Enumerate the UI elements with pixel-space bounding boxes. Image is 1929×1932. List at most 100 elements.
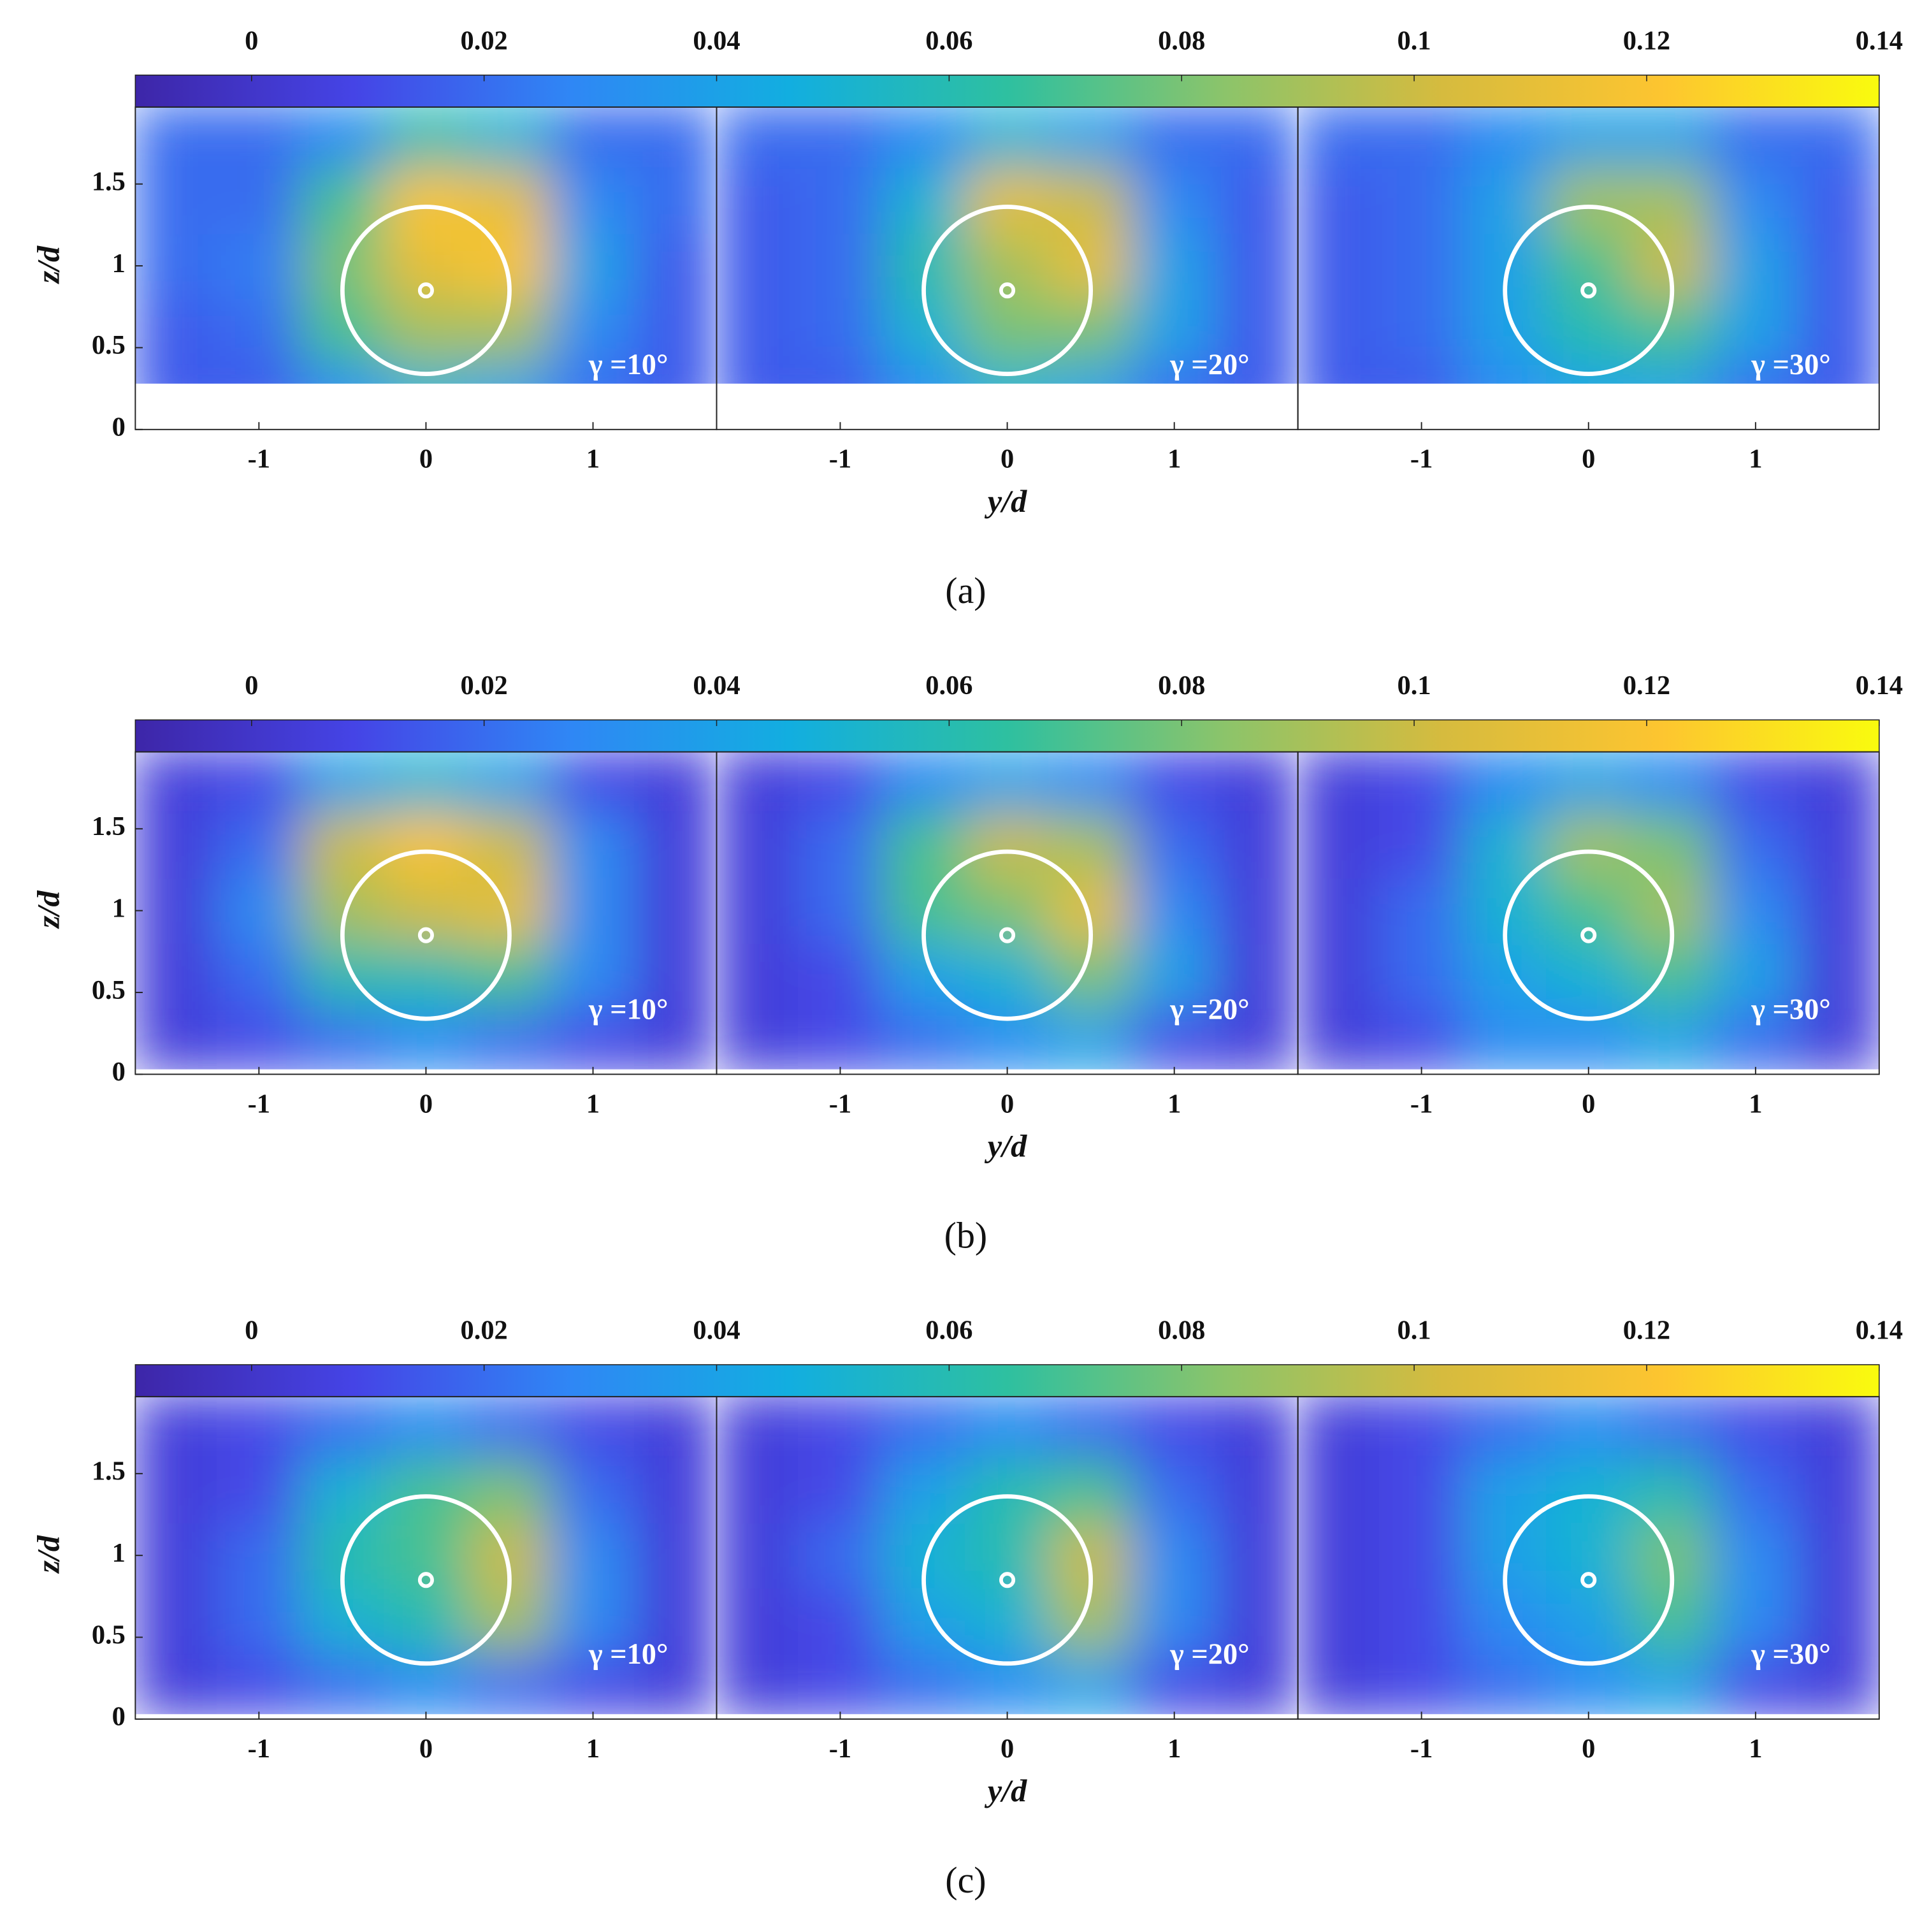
heatmap-cell: [1379, 363, 1464, 384]
heatmap-cell: [551, 1522, 636, 1589]
x-tick-label: -1: [248, 1089, 270, 1119]
heatmap-cells: [135, 752, 717, 1070]
heatmap-cell: [383, 877, 468, 944]
heatmap-cell: [797, 298, 883, 365]
vortex-center: [417, 282, 434, 299]
heatmap-cell: [1297, 232, 1381, 300]
heatmap-cell: [300, 1008, 385, 1070]
heatmap-cell: [1796, 877, 1879, 944]
colorbar-tick-label: 0.08: [1158, 671, 1205, 701]
heatmap-cell: [1379, 1397, 1464, 1458]
heatmap-cell: [551, 1397, 636, 1458]
heatmap-cell: [797, 752, 883, 813]
heatmap-cell: [383, 232, 468, 300]
vortex-center: [999, 927, 1016, 943]
heatmap-cell: [1796, 1587, 1879, 1655]
heatmap-cell: [216, 363, 301, 384]
heatmap-cell: [1463, 752, 1548, 813]
heatmap-cell: [551, 167, 636, 234]
heatmap-cell: [466, 107, 552, 168]
heatmap-field: [135, 752, 717, 1070]
heatmap-cell: [881, 1456, 967, 1523]
heatmap-cell: [1215, 1456, 1298, 1523]
heatmap-cell: [1463, 1008, 1548, 1070]
heatmap-cell: [965, 811, 1050, 879]
x-tick-label: 1: [1167, 1734, 1181, 1764]
x-tick-label: 0: [419, 1089, 433, 1119]
heatmap-cell: [135, 232, 218, 300]
heatmap-cell: [881, 752, 967, 813]
vortex-circle: [921, 849, 1094, 1021]
heatmap-cell: [881, 167, 967, 234]
heatmap-cell: [1796, 1008, 1879, 1070]
heatmap-cell: [716, 232, 799, 300]
heatmap-cell: [383, 943, 468, 1010]
heatmap-cell: [716, 107, 799, 168]
heatmap-cell: [1379, 298, 1464, 365]
heatmap-cell: [551, 232, 636, 300]
heatmap-cell: [216, 1587, 301, 1655]
heatmap-cells: [1297, 752, 1879, 1070]
heatmap-cell: [1132, 167, 1217, 234]
heatmap-cell: [1215, 1653, 1298, 1715]
heatmap-cell: [216, 811, 301, 879]
x-axis-label: y/d: [984, 1773, 1027, 1808]
heatmap-cell: [216, 107, 301, 168]
heatmap-cell: [1048, 1653, 1134, 1715]
heatmap-cell: [466, 363, 552, 384]
heatmap-cell: [716, 1522, 799, 1589]
heatmap-cell: [1713, 1587, 1798, 1655]
heatmap-cell: [1379, 1653, 1464, 1715]
y-axis-label: z/d: [31, 245, 66, 284]
heatmap-cell: [135, 943, 218, 1010]
y-tick-label: 0: [112, 1702, 126, 1732]
x-tick-label: 0: [1582, 1734, 1595, 1764]
heatmap-cell: [881, 811, 967, 879]
colorbar-tick-label: 0.12: [1623, 1316, 1670, 1346]
heatmap-cell: [1132, 943, 1217, 1010]
heatmap-cell: [1132, 811, 1217, 879]
heatmap-cell: [551, 1456, 636, 1523]
heatmap-cell: [1379, 1522, 1464, 1589]
heatmap-cell: [1546, 811, 1631, 879]
heatmap-cell: [797, 1456, 883, 1523]
x-axis-label: y/d: [984, 483, 1027, 519]
heatmap-cell: [1796, 752, 1879, 813]
heatmap-cell: [797, 1587, 883, 1655]
x-tick-label: -1: [829, 1734, 851, 1764]
heatmap-cell: [716, 1397, 799, 1458]
heatmap-cell: [1713, 1653, 1798, 1715]
heatmap-cell: [216, 1397, 301, 1458]
colorbar-tick-label: 0.04: [693, 25, 740, 55]
heatmap-cell: [216, 1456, 301, 1523]
heatmap-cell: [1297, 1522, 1381, 1589]
heatmap-cell: [1546, 1456, 1631, 1523]
heatmap-cells: [716, 752, 1298, 1070]
heatmap-cell: [1297, 1008, 1381, 1070]
heatmap-cell: [797, 107, 883, 168]
heatmap-cell: [1215, 752, 1298, 813]
heatmap-cell: [1629, 167, 1715, 234]
heatmap-cell: [1379, 232, 1464, 300]
heatmap-cell: [1546, 752, 1631, 813]
heatmap-cell: [1629, 811, 1715, 879]
heatmap-cell: [1297, 1587, 1381, 1655]
heatmap-cell: [1215, 811, 1298, 879]
heatmap-cell: [1713, 943, 1798, 1010]
heatmap-cell: [797, 811, 883, 879]
heatmap-cell: [797, 1653, 883, 1715]
heatmap-cell: [383, 752, 468, 813]
heatmap-field: [1297, 107, 1879, 384]
heatmap-cell: [965, 298, 1050, 365]
heatmap-cell: [383, 107, 468, 168]
heatmap-cell: [965, 1397, 1050, 1458]
heatmap-cell: [1132, 1522, 1217, 1589]
heatmap-cell: [1796, 167, 1879, 234]
heatmap-cell: [1546, 298, 1631, 365]
heatmap-cell: [797, 943, 883, 1010]
heatmap-cell: [1048, 811, 1134, 879]
panel-annotation: γ =10°: [588, 349, 668, 381]
heatmap-cell: [1379, 811, 1464, 879]
heatmap-cell: [216, 232, 301, 300]
